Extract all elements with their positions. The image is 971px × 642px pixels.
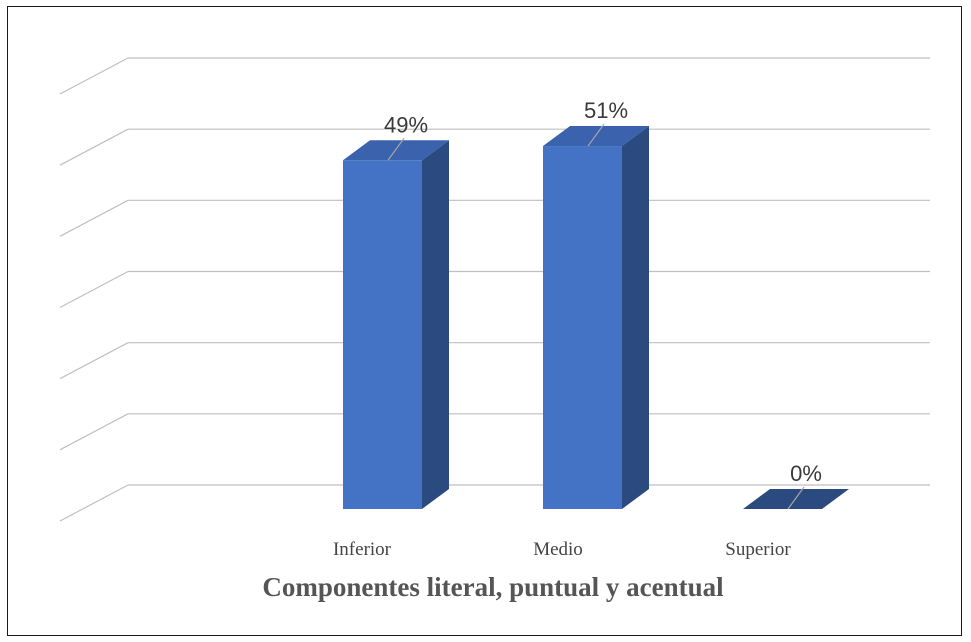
gridline-side [59,199,129,237]
chart-frame [7,6,962,636]
data-label: 0% [790,461,822,486]
bar-front-inferior [343,160,422,510]
gridline-side [59,484,129,522]
bar-side-inferior [422,140,449,510]
gridline-side [59,342,129,380]
x-tick-label: Medio [533,539,583,560]
gridline-side [59,413,129,451]
chart-title: Componentes literal, puntual y acentual [262,572,724,602]
gridline-side [59,270,129,309]
leader-line [787,486,805,510]
leader-line [387,137,405,161]
data-label: 49% [384,112,428,137]
data-label: 51% [584,98,628,123]
grid [59,57,930,522]
bars [343,126,849,510]
labels: 49% Inferior 51% Medio 0% Superior [333,98,822,560]
x-tick-label: Inferior [333,539,392,560]
x-tick-label: Superior [725,539,791,560]
leader-line [587,123,605,147]
gridline-side [59,128,129,166]
bar-front-medio [543,146,622,510]
bar-side-medio [622,126,649,510]
gridline-side [59,57,129,95]
